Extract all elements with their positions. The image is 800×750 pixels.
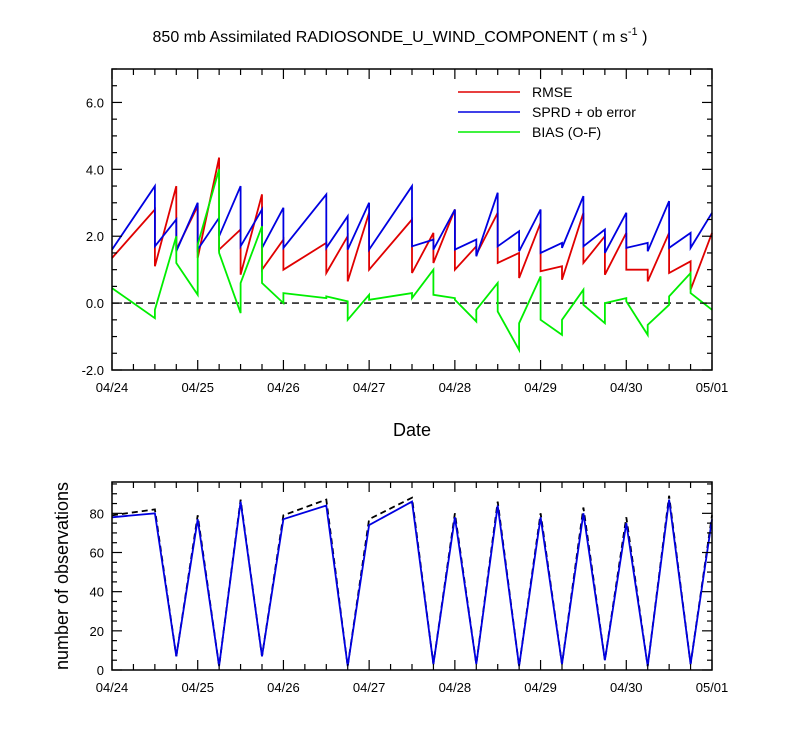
- y-tick-label: 0.0: [86, 296, 104, 311]
- top-panel: 04/24 04/25 04/26 04/27 04/28 04/29 04/30 05/01…: [82, 68, 729, 440]
- series-line-bias-o-f: [111, 169, 713, 354]
- bottom-plot-frame: [111, 481, 713, 671]
- legend-label-spread: SPRD + ob error: [532, 104, 636, 120]
- y-tick-label: 20: [90, 624, 104, 639]
- chart-title-superscript: -1: [628, 26, 638, 38]
- x-tick-label: 04/27: [353, 680, 386, 695]
- x-tick-label: 04/28: [439, 680, 472, 695]
- x-tick-label: 04/30: [610, 680, 643, 695]
- bottom-y-axis-label: number of observations: [52, 482, 72, 670]
- x-tick-label: 04/25: [181, 380, 214, 395]
- y-tick-label: 0: [97, 663, 104, 678]
- chart-title-end: ): [638, 29, 648, 46]
- x-tick-label: 04/27: [353, 380, 386, 395]
- y-tick-label: 40: [90, 585, 104, 600]
- y-tick-label: -2.0: [82, 363, 104, 378]
- bottom-ticks-group: 04/24 04/25 04/26 04/27 04/28 04/29 04/30 05/01…: [90, 482, 729, 695]
- x-tick-label: 04/26: [267, 680, 300, 695]
- legend-label-rmse: RMSE: [532, 84, 572, 100]
- top-x-axis-label: Date: [393, 420, 431, 440]
- y-tick-label: 60: [90, 546, 104, 561]
- x-tick-label: 04/29: [524, 380, 557, 395]
- y-tick-label: 80: [90, 506, 104, 521]
- bottom-panel: 04/24 04/25 04/26 04/27 04/28 04/29 04/30 05/01…: [52, 481, 729, 695]
- x-tick-label: 05/01: [696, 680, 729, 695]
- x-tick-label: 04/29: [524, 680, 557, 695]
- top-series-group: [111, 157, 713, 354]
- x-tick-label: 04/24: [96, 680, 129, 695]
- series-line-rmse: [111, 157, 713, 291]
- x-tick-label: 04/26: [267, 380, 300, 395]
- chart-title-main: 850 mb Assimilated RADIOSONDE_U_WIND_COM…: [153, 29, 628, 46]
- legend-label-bias: BIAS (O-F): [532, 124, 601, 140]
- chart-title: 850 mb Assimilated RADIOSONDE_U_WIND_COM…: [153, 26, 648, 46]
- legend: RMSE SPRD + ob error BIAS (O-F): [458, 84, 636, 140]
- top-ticks-group: 04/24 04/25 04/26 04/27 04/28 04/29 04/30 05/01…: [82, 68, 729, 395]
- x-tick-label: 04/30: [610, 380, 643, 395]
- y-tick-label: 2.0: [86, 229, 104, 244]
- series-line-observations-available: [111, 495, 713, 667]
- x-tick-label: 05/01: [696, 380, 729, 395]
- y-tick-label: 6.0: [86, 95, 104, 110]
- y-tick-label: 4.0: [86, 162, 104, 177]
- x-tick-label: 04/24: [96, 380, 129, 395]
- x-tick-label: 04/25: [181, 680, 214, 695]
- bottom-series-group: [111, 495, 713, 667]
- series-line-sprd-ob-error: [111, 183, 713, 257]
- x-tick-label: 04/28: [439, 380, 472, 395]
- series-line-observations-assimilated: [111, 499, 713, 667]
